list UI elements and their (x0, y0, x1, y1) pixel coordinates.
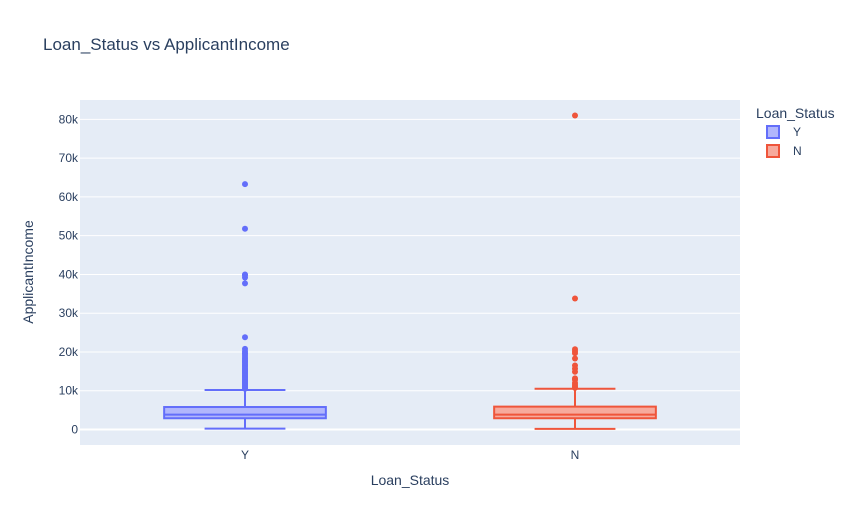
x-axis-title: Loan_Status (371, 472, 450, 488)
gridlines (80, 118, 740, 431)
outlier-point (242, 280, 248, 287)
box-trace-n (493, 112, 657, 430)
box-traces (163, 112, 657, 430)
x-tick-label: Y (241, 448, 249, 462)
y-tick-label: 0 (71, 422, 78, 436)
y-axis-title: ApplicantIncome (20, 220, 36, 324)
box-trace-y (163, 181, 327, 430)
chart-title: Loan_Status vs ApplicantIncome (43, 35, 290, 54)
y-tick-label: 30k (59, 306, 79, 320)
iqr-box (163, 406, 327, 420)
y-tick-label: 40k (59, 267, 79, 281)
legend-title: Loan_Status (756, 105, 835, 121)
iqr-box (493, 405, 657, 420)
legend-swatch-y (766, 125, 780, 139)
y-tick-label: 80k (59, 112, 79, 126)
outlier-point (242, 274, 248, 281)
y-tick-label: 70k (59, 151, 79, 165)
x-tick-label: N (571, 448, 580, 462)
legend-label-n: N (793, 144, 802, 158)
outlier-point (572, 295, 578, 302)
legend: Loan_Status YN (756, 105, 835, 158)
outlier-point (242, 225, 248, 232)
y-tick-label: 20k (59, 345, 79, 359)
y-tick-label: 60k (59, 190, 79, 204)
outlier-point (572, 368, 578, 375)
outlier-point (242, 334, 248, 341)
outlier-point (242, 385, 248, 392)
outlier-point (572, 355, 578, 362)
legend-label-y: Y (793, 125, 801, 139)
outlier-point (572, 350, 578, 357)
plot-area (80, 100, 740, 445)
y-tick-labels: 0 10k 20k 30k 40k 50k 60k 70k 80k (59, 112, 79, 436)
y-tick-label: 50k (59, 229, 79, 243)
legend-swatch-n (766, 144, 780, 158)
outlier-point (242, 181, 248, 188)
y-tick-label: 10k (59, 384, 79, 398)
outlier-point (572, 112, 578, 119)
outlier-point (572, 384, 578, 391)
